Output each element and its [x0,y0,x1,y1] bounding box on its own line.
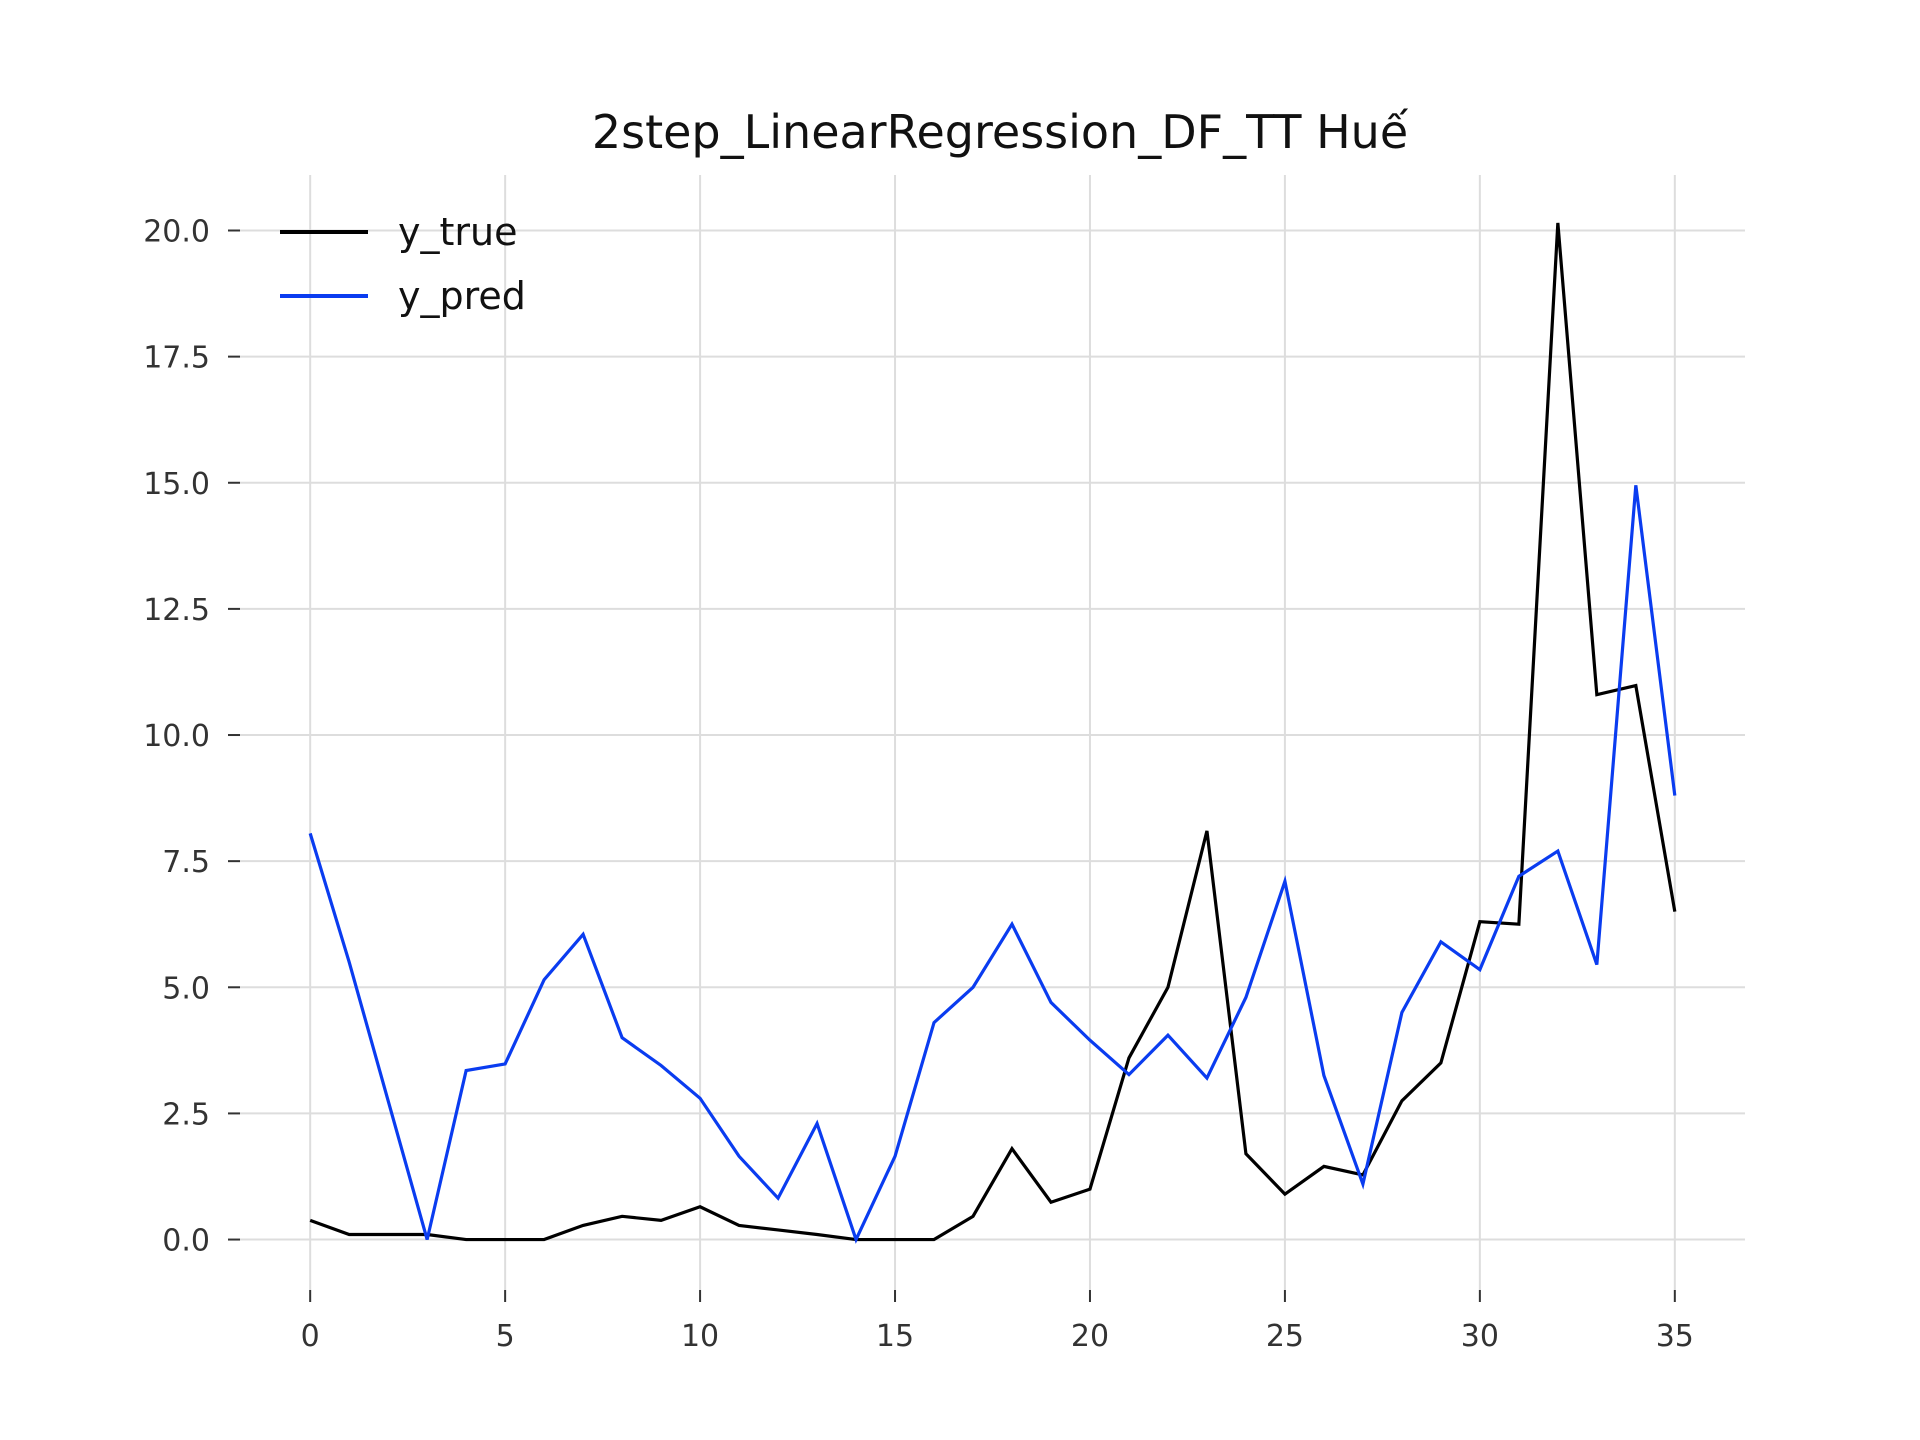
legend-label-y_true: y_true [398,210,517,254]
y-tick-label: 20.0 [143,214,210,249]
y-tick-label: 12.5 [143,593,210,628]
series-lines [308,222,1677,1244]
y-tick-label: 15.0 [143,467,210,502]
y-tick-label: 5.0 [162,971,210,1006]
x-tick-label: 10 [681,1319,719,1354]
series-line-y_pred [308,485,1677,1244]
x-tick-label: 15 [876,1319,914,1354]
y-tick-label: 10.0 [143,719,210,754]
chart-title: 2step_LinearRegression_DF_TT Huế [592,105,1409,159]
y-tick-label: 0.0 [162,1224,210,1259]
x-tick-label: 0 [301,1319,320,1354]
x-tick-label: 25 [1266,1319,1304,1354]
y-tick-label: 17.5 [143,341,210,376]
y-tick-label: 2.5 [162,1097,210,1132]
x-tick-label: 5 [496,1319,515,1354]
series-line-y_true [309,222,1677,1242]
x-tick-label: 20 [1071,1319,1109,1354]
legend-label-y_pred: y_pred [398,274,526,318]
y-tick-label: 7.5 [162,845,210,880]
x-tick-label: 35 [1656,1319,1694,1354]
y-axis: 0.0 2.5 5.0 7.5 10.0 12.5 15.0 17.5 20.0 [143,214,240,1259]
legend: y_true y_pred [280,210,526,318]
x-tick-label: 30 [1461,1319,1499,1354]
x-axis: 0 5 10 15 20 25 30 35 [301,1290,1694,1354]
grid [240,175,1745,1290]
